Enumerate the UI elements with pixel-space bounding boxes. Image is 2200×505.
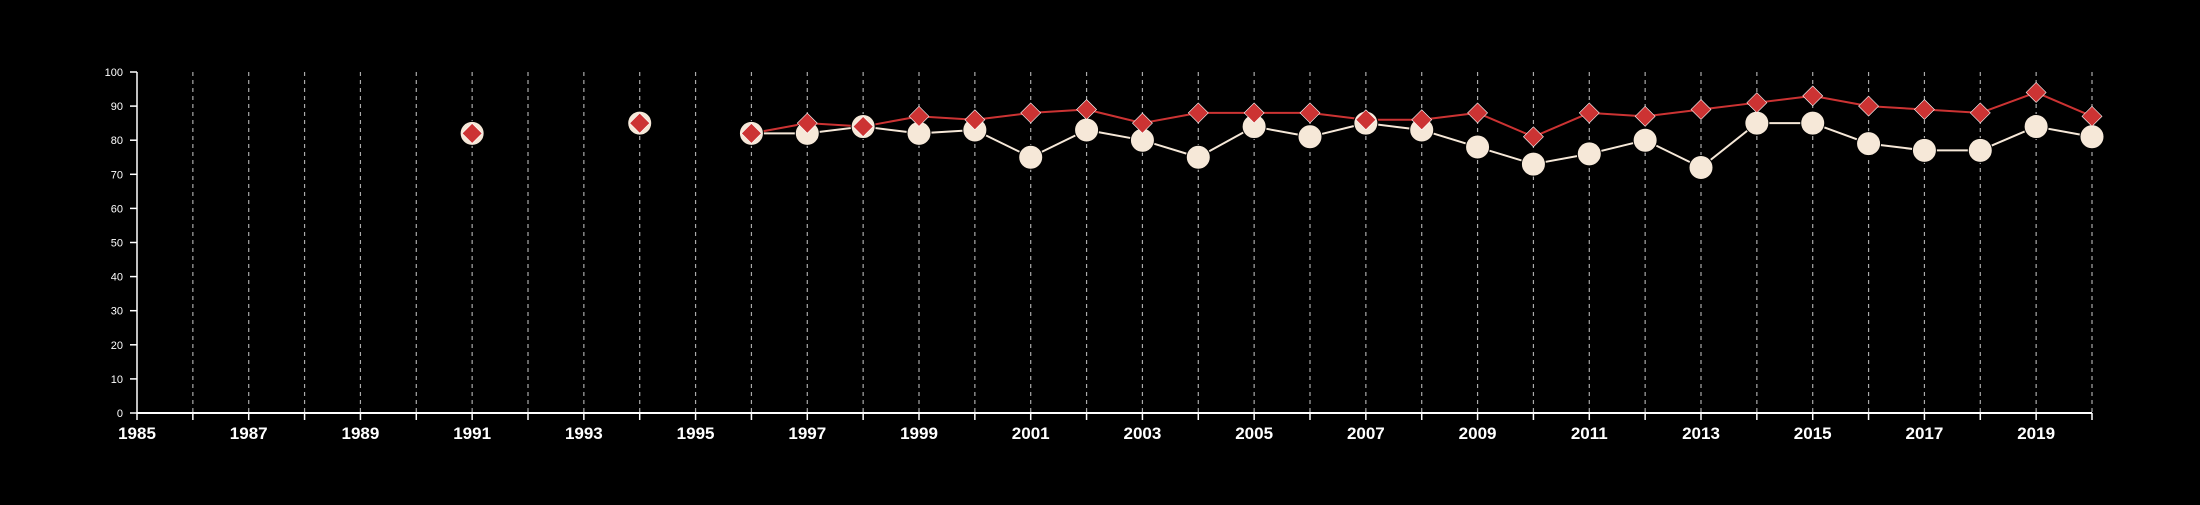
x-tick-label: 1999 — [900, 424, 938, 443]
circle-point — [1185, 144, 1211, 170]
circle-point — [1967, 137, 1993, 163]
series-segment — [2035, 91, 2093, 118]
series-segment — [1979, 91, 2037, 114]
series-layer — [459, 82, 2105, 180]
diamond-point — [1914, 99, 1935, 120]
circle-point — [1856, 131, 1882, 157]
y-tick-label: 40 — [111, 272, 123, 284]
x-tick-label: 2005 — [1235, 424, 1273, 443]
y-tick-label: 30 — [111, 306, 123, 318]
series-segment — [1086, 108, 1143, 125]
y-tick-label: 80 — [111, 135, 123, 147]
x-tick-label: 2015 — [1794, 424, 1832, 443]
diamond-point — [1969, 102, 1991, 124]
diamond-point — [1299, 102, 1321, 124]
diamond-point — [1523, 126, 1544, 148]
x-tick-label: 2017 — [1906, 424, 1944, 443]
x-tick-label: 1985 — [118, 424, 156, 443]
diamond-point — [1467, 102, 1488, 124]
x-tick-label: 2001 — [1012, 424, 1050, 443]
x-tick-label: 2009 — [1459, 424, 1497, 443]
series-segment — [1477, 112, 1534, 138]
diamond-point — [1746, 92, 1768, 114]
circle-point — [1297, 124, 1323, 150]
circle-point — [1632, 127, 1658, 153]
series-segment — [1421, 111, 1478, 121]
x-tick-label: 1997 — [788, 424, 826, 443]
diamond-point — [1020, 102, 1042, 124]
x-tick-label: 2007 — [1347, 424, 1385, 443]
diamond-point — [461, 122, 483, 144]
series-segment — [1533, 112, 1590, 138]
diamond-point — [1355, 109, 1377, 131]
series-segment — [1142, 111, 1199, 125]
x-tick-label: 1991 — [453, 424, 491, 443]
series-segment — [1645, 108, 1702, 118]
x-tick-label: 1995 — [677, 424, 715, 443]
circle-point — [1744, 110, 1770, 136]
circle-point — [1800, 110, 1826, 136]
x-tick-label: 1993 — [565, 424, 603, 443]
circle-point — [1520, 151, 1546, 177]
diamond-point — [1132, 112, 1153, 134]
axis-layer: 0 10 20 30 40 50 60 70 80 90 100 1985 1987 1989 1991 19… — [105, 67, 2093, 443]
diamond-point — [1802, 85, 1824, 107]
diamond-point — [964, 109, 986, 131]
y-tick-label: 60 — [111, 203, 123, 215]
diamond-point — [796, 112, 818, 134]
diamond-point — [2025, 82, 2047, 103]
diamond-point — [1690, 99, 1712, 120]
diamond-point — [1411, 109, 1433, 131]
y-tick-label: 20 — [111, 340, 123, 352]
circle-point — [1465, 134, 1491, 160]
x-tick-label: 2013 — [1682, 424, 1720, 443]
diamond-point — [741, 122, 762, 144]
series-segment — [1756, 94, 1813, 104]
series-segment — [1700, 101, 1757, 111]
series-segment — [974, 111, 1031, 121]
circle-point — [1911, 137, 1937, 163]
diamond-point — [1076, 99, 1097, 120]
circle-point — [1576, 141, 1602, 167]
diamond-point — [1634, 105, 1656, 127]
circle-point — [1688, 154, 1714, 180]
x-tick-label: 1987 — [230, 424, 268, 443]
circle-point — [1074, 117, 1100, 143]
series-segment — [1812, 94, 1869, 108]
diamond-point — [2081, 105, 2103, 127]
diamond-point — [908, 105, 930, 127]
circle-point — [1018, 144, 1044, 170]
x-tick-label: 1989 — [342, 424, 380, 443]
y-tick-label: 0 — [117, 408, 123, 420]
y-tick-label: 90 — [111, 101, 123, 113]
y-tick-label: 70 — [111, 169, 123, 181]
diamond-point — [852, 116, 874, 137]
x-tick-label: 2019 — [2017, 424, 2055, 443]
y-tick-label: 10 — [111, 374, 123, 386]
diamond-point — [1578, 102, 1600, 124]
x-tick-label: 2011 — [1571, 424, 1608, 443]
y-tick-label: 100 — [105, 67, 123, 79]
diamond-point — [1858, 95, 1879, 117]
y-tick-label: 50 — [111, 238, 123, 250]
circle-point — [2023, 114, 2049, 140]
diamond-point — [629, 112, 651, 134]
diamond-point — [1187, 102, 1209, 124]
circle-point — [2079, 124, 2105, 150]
x-tick-label: 2003 — [1124, 424, 1162, 443]
diamond-point — [1243, 102, 1265, 124]
